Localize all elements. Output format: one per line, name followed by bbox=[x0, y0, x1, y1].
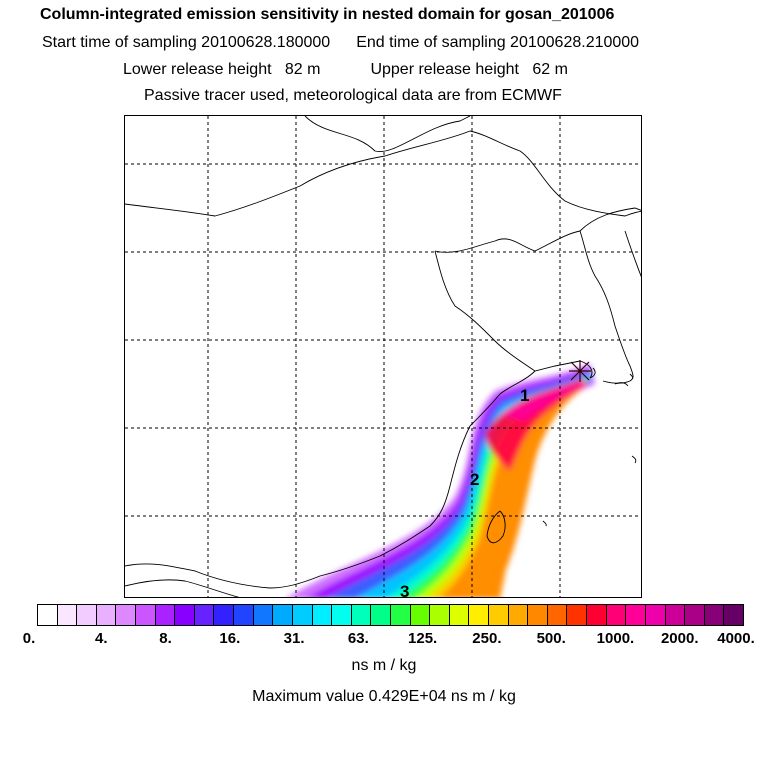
colorbar-cell bbox=[547, 605, 568, 625]
colorbar-cell bbox=[253, 605, 274, 625]
colorbar-tick-label: 31. bbox=[283, 630, 305, 647]
colorbar-cell bbox=[410, 605, 431, 625]
colorbar-cell bbox=[665, 605, 686, 625]
colorbar-tick-label: 4000. bbox=[717, 630, 755, 647]
colorbar-cell bbox=[214, 605, 235, 625]
start-time-label: Start time of sampling 20100628.180000 bbox=[42, 34, 331, 51]
colorbar-cell bbox=[626, 605, 646, 625]
coastlines bbox=[125, 116, 641, 597]
map-canvas bbox=[125, 116, 641, 597]
colorbar-cell bbox=[96, 605, 117, 625]
release-point-marker bbox=[569, 360, 591, 382]
colorbar-tick-label: 0. bbox=[22, 630, 36, 647]
colorbar-cell bbox=[351, 605, 372, 625]
plume-layer-10 bbox=[485, 378, 585, 471]
colorbar-cell bbox=[390, 605, 411, 625]
colorbar-cell bbox=[567, 605, 588, 625]
maximum-value-label: Maximum value 0.429E+04 ns m / kg bbox=[252, 688, 516, 705]
colorbar-cell bbox=[489, 605, 509, 625]
colorbar-cell bbox=[57, 605, 78, 625]
colorbar-tick-label: 125. bbox=[408, 630, 438, 647]
lower-release-height-label: Lower release height 82 m bbox=[123, 61, 321, 78]
tracer-info-line: Passive tracer used, meteorological data… bbox=[144, 87, 562, 104]
colorbar-tick-label: 16. bbox=[219, 630, 241, 647]
plume-layer-11 bbox=[500, 380, 585, 421]
colorbar-cell bbox=[587, 605, 607, 625]
colorbar-unit-label: ns m / kg bbox=[351, 657, 417, 674]
emission-sensitivity-plume bbox=[288, 364, 595, 597]
colorbar-cell bbox=[528, 605, 548, 625]
colorbar-cell bbox=[704, 605, 725, 625]
colorbar-cell bbox=[77, 605, 97, 625]
colorbar-cell bbox=[724, 605, 743, 625]
colorbar-tick-label: 250. bbox=[472, 630, 502, 647]
colorbar-cell bbox=[175, 605, 195, 625]
colorbar-cell bbox=[645, 605, 666, 625]
track-label-3: 3 bbox=[400, 582, 410, 598]
colorbar bbox=[37, 604, 744, 626]
sampling-time-line: Start time of sampling 20100628.180000 En… bbox=[42, 34, 639, 52]
colorbar-cell bbox=[469, 605, 490, 625]
colorbar-cell bbox=[508, 605, 529, 625]
colorbar-cell bbox=[38, 605, 58, 625]
colorbar-tick-label: 1000. bbox=[596, 630, 635, 647]
track-label-1: 1 bbox=[520, 386, 530, 405]
colorbar-cell bbox=[234, 605, 254, 625]
colorbar-cell bbox=[606, 605, 627, 625]
colorbar-cell bbox=[116, 605, 137, 625]
colorbar-cell bbox=[430, 605, 450, 625]
colorbar-cell bbox=[292, 605, 313, 625]
colorbar-tick-label: 2000. bbox=[660, 630, 699, 647]
colorbar-cell bbox=[155, 605, 176, 625]
colorbar-tick-label: 8. bbox=[159, 630, 172, 647]
graticule-lines bbox=[125, 116, 641, 597]
release-height-line: Lower release height 82 m Upper release h… bbox=[123, 61, 568, 79]
colorbar-cell bbox=[273, 605, 293, 625]
colorbar-cell bbox=[136, 605, 156, 625]
colorbar-cell bbox=[371, 605, 391, 625]
colorbar-cell bbox=[312, 605, 333, 625]
map-panel: 1 2 3 bbox=[124, 115, 642, 598]
colorbar-cell bbox=[685, 605, 705, 625]
track-label-2: 2 bbox=[470, 470, 480, 489]
colorbar-tick-label: 500. bbox=[536, 630, 566, 647]
colorbar-cell bbox=[332, 605, 352, 625]
plume-layer-9 bbox=[440, 385, 586, 597]
upper-release-height-label: Upper release height 62 m bbox=[370, 61, 568, 78]
colorbar-cell bbox=[194, 605, 215, 625]
end-time-label: End time of sampling 20100628.210000 bbox=[356, 34, 640, 51]
plot-title: Column-integrated emission sensitivity i… bbox=[40, 6, 615, 23]
colorbar-cell bbox=[449, 605, 470, 625]
colorbar-tick-label: 63. bbox=[347, 630, 369, 647]
colorbar-tick-label: 4. bbox=[95, 630, 108, 647]
